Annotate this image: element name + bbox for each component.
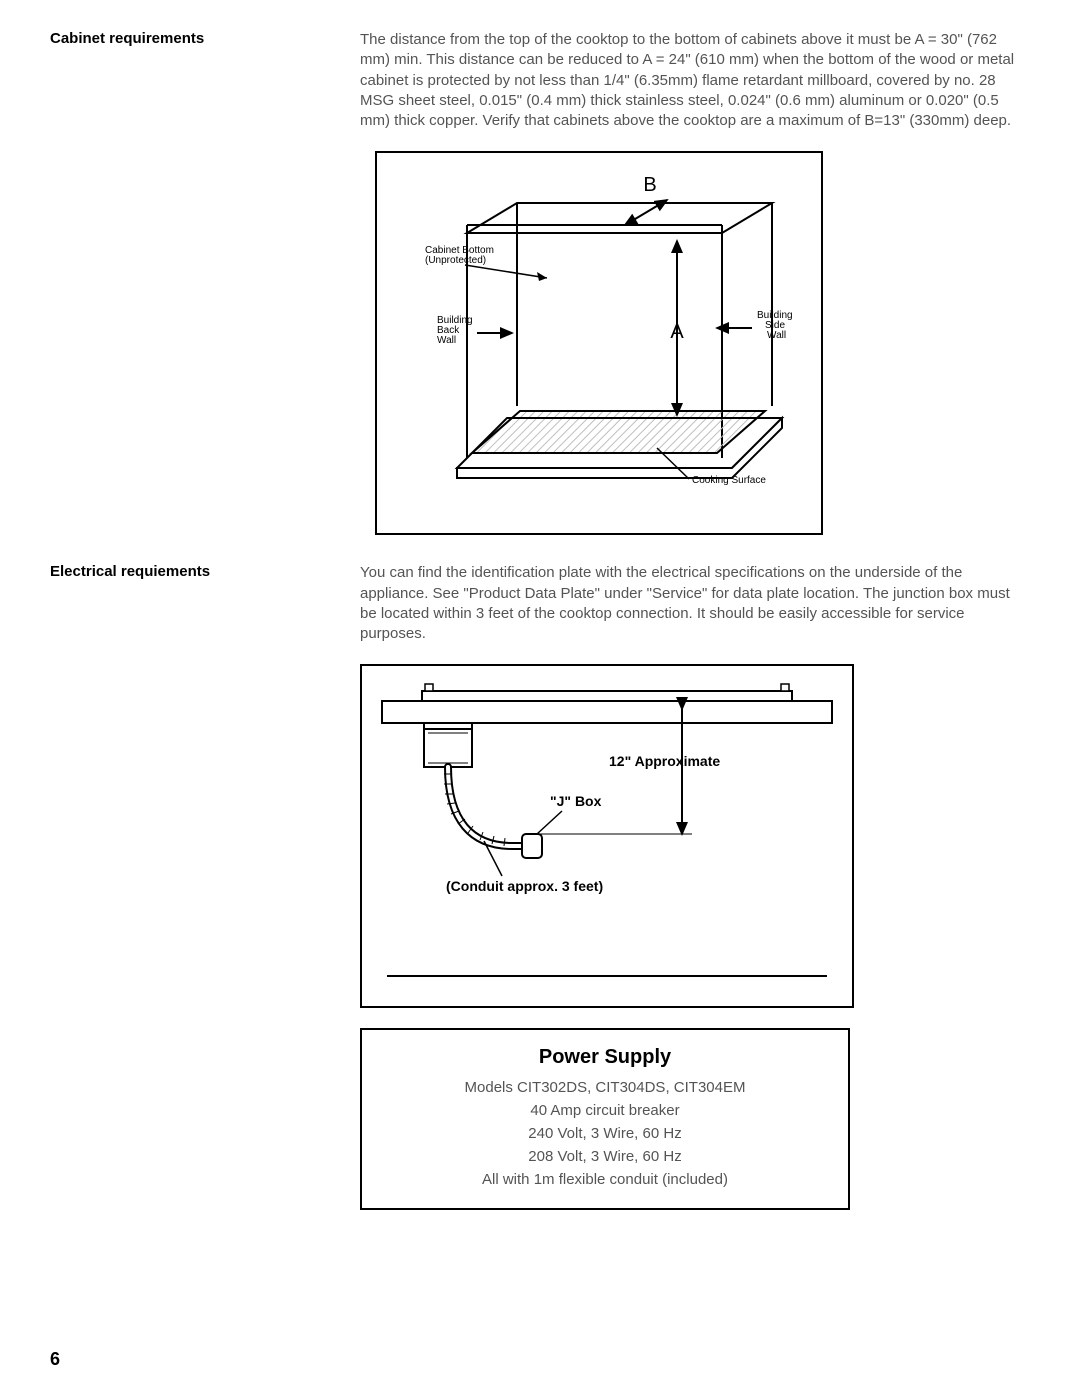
diagram-label-conduit: (Conduit approx. 3 feet) (446, 878, 603, 894)
cabinet-heading: Cabinet requirements (50, 30, 360, 47)
cabinet-body: The distance from the top of the cooktop… (360, 30, 1030, 131)
cabinet-content-col: The distance from the top of the cooktop… (360, 30, 1030, 555)
cabinet-label-col: Cabinet requirements (50, 30, 360, 47)
diagram-label-cabinet-bottom-2: (Unprotected) (425, 255, 486, 266)
power-supply-title: Power Supply (372, 1046, 838, 1069)
power-line-2: 240 Volt, 3 Wire, 60 Hz (372, 1125, 838, 1142)
electrical-content-col: You can find the identification plate wi… (360, 563, 1030, 1210)
power-line-0: Models CIT302DS, CIT304DS, CIT304EM (372, 1079, 838, 1096)
diagram-label-jbox: "J" Box (550, 793, 602, 809)
electrical-diagram: 12" Approximate "J" Box (Conduit approx.… (360, 664, 854, 1008)
diagram-label-A: A (670, 321, 684, 343)
power-supply-box: Power Supply Models CIT302DS, CIT304DS, … (360, 1028, 850, 1210)
page: Cabinet requirements The distance from t… (0, 0, 1080, 1395)
power-line-4: All with 1m flexible conduit (included) (372, 1171, 838, 1188)
electrical-heading: Electrical requiements (50, 563, 360, 580)
diagram-label-side-3: Wall (767, 330, 786, 341)
power-line-3: 208 Volt, 3 Wire, 60 Hz (372, 1148, 838, 1165)
electrical-diagram-svg: 12" Approximate "J" Box (Conduit approx.… (362, 666, 852, 1006)
cabinet-diagram: B A Cabinet Bottom (Unprotected) Buildin… (375, 151, 823, 535)
electrical-label-col: Electrical requiements (50, 563, 360, 580)
diagram-label-cooking: Cooking Surface (692, 475, 766, 486)
power-line-1: 40 Amp circuit breaker (372, 1102, 838, 1119)
diagram-label-back-3: Wall (437, 335, 456, 346)
diagram-label-12inch: 12" Approximate (609, 753, 720, 769)
diagram-label-B: B (643, 174, 656, 196)
electrical-section: Electrical requiements You can find the … (50, 563, 1030, 1210)
cabinet-diagram-svg: B A Cabinet Bottom (Unprotected) Buildin… (377, 153, 821, 533)
page-number: 6 (50, 1349, 60, 1370)
electrical-body: You can find the identification plate wi… (360, 563, 1030, 644)
cabinet-section: Cabinet requirements The distance from t… (50, 30, 1030, 555)
